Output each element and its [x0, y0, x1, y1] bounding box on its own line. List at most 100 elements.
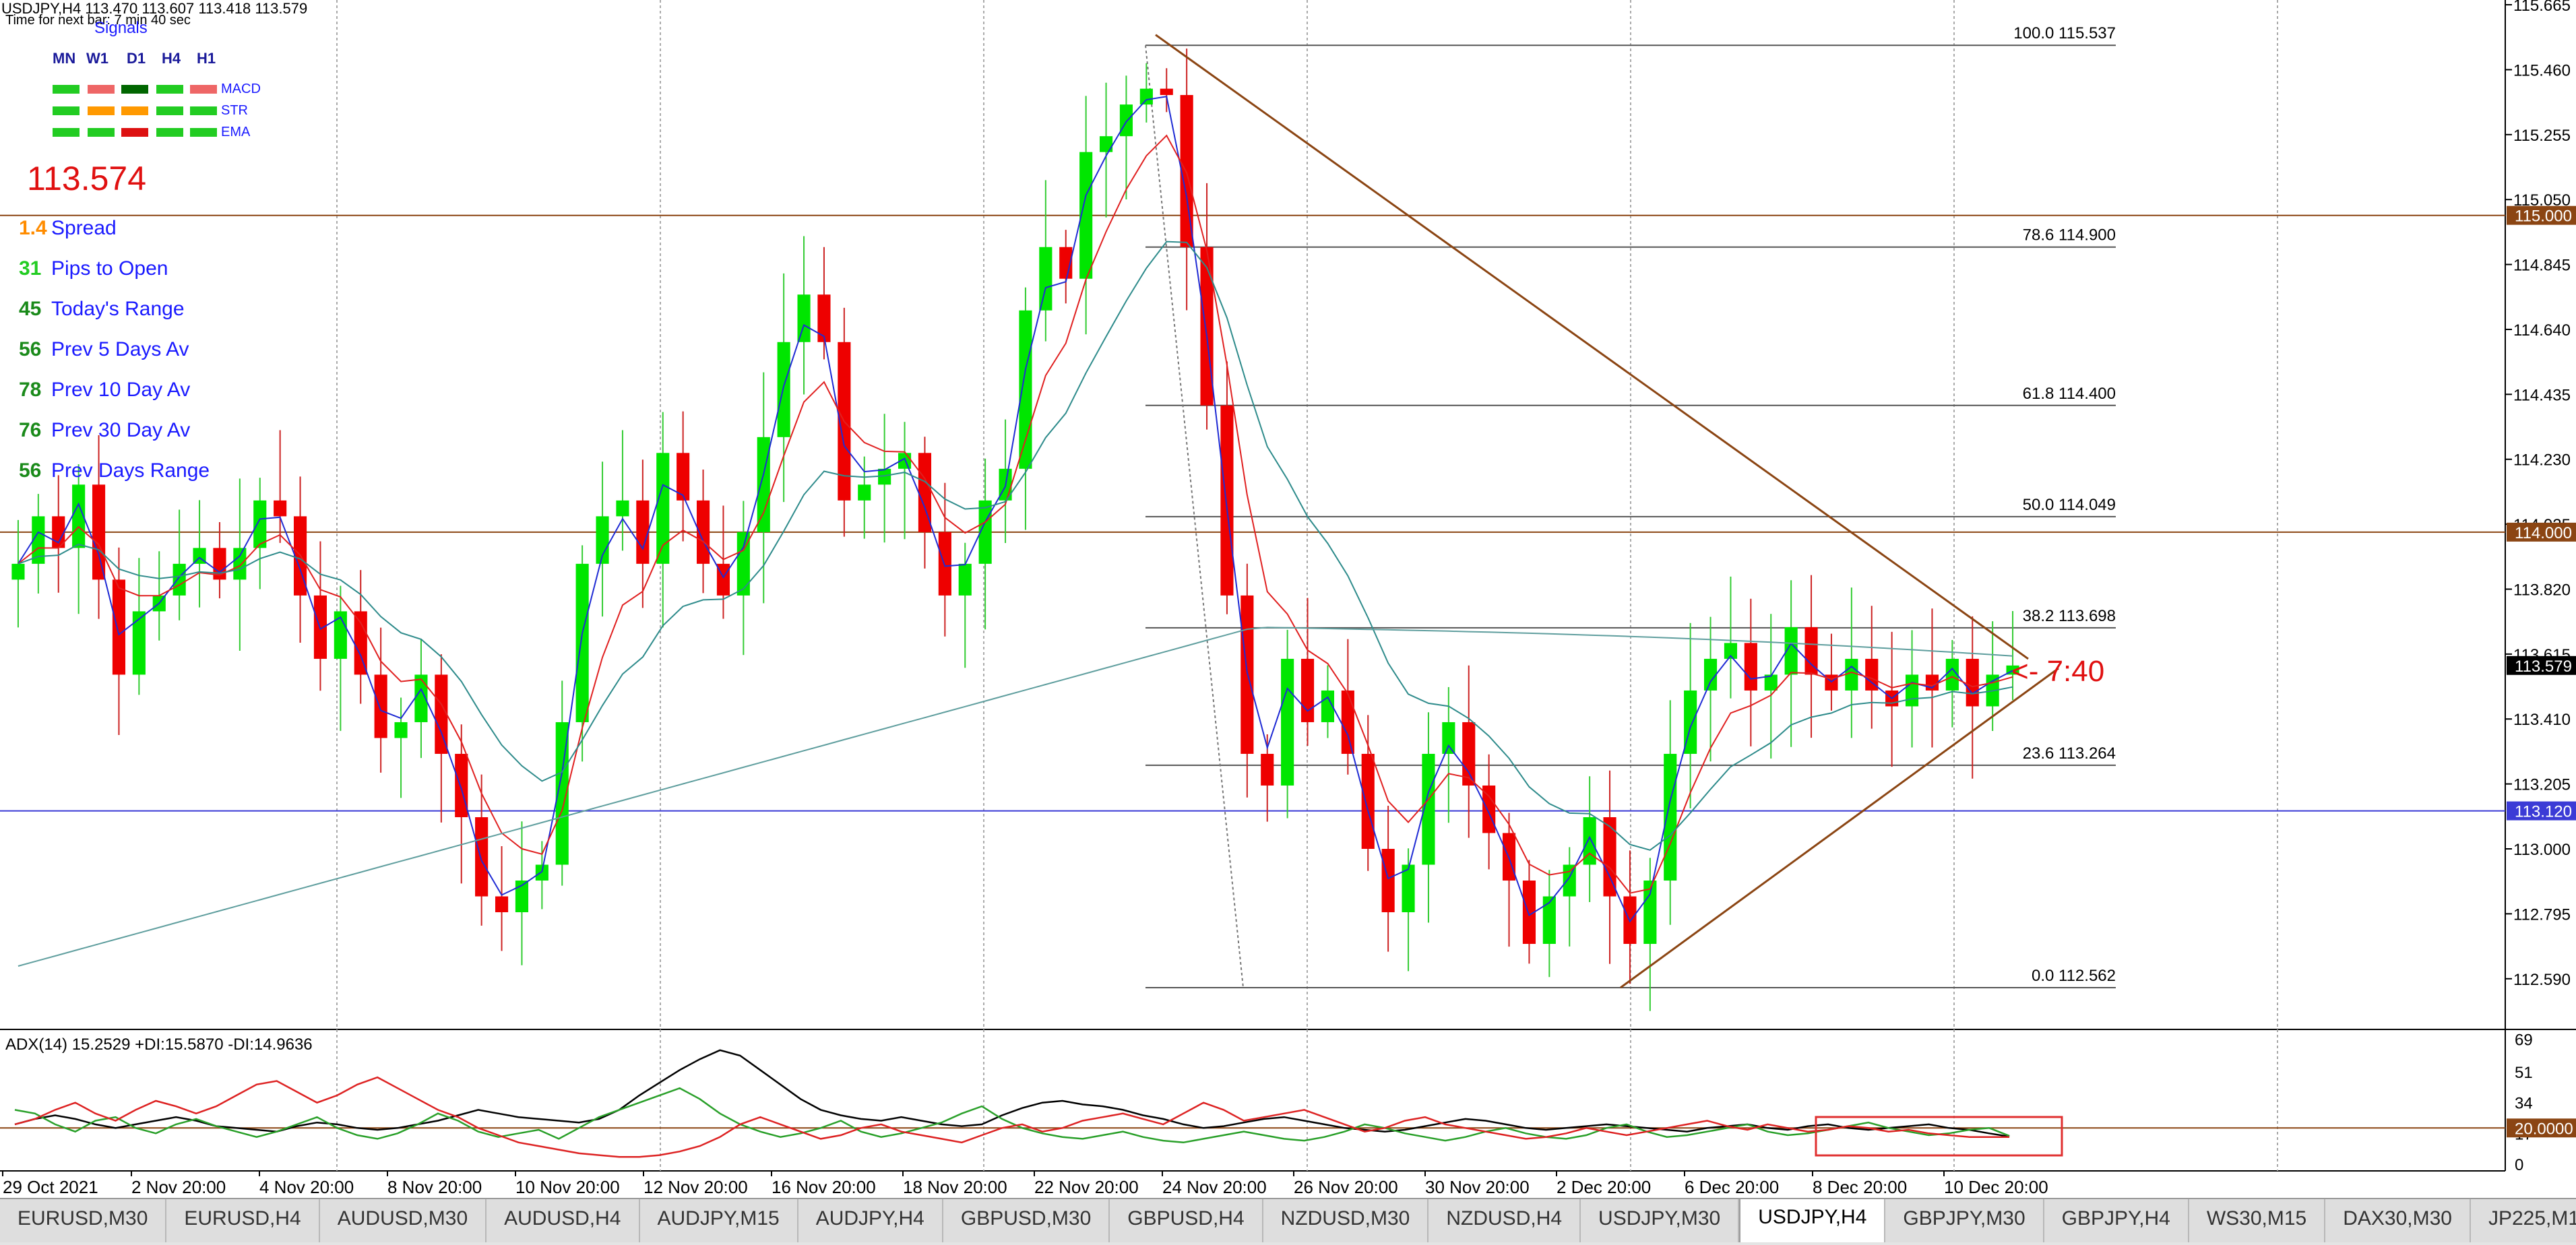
signal-indicator: [53, 106, 80, 115]
signal-row-label: EMA: [221, 125, 251, 139]
stat-row: 1.4 Spread: [19, 217, 117, 240]
bearish-candle: [52, 516, 65, 548]
bearish-candle: [495, 896, 509, 913]
signal-indicator: [53, 128, 80, 137]
bearish-candle: [354, 611, 367, 675]
bullish-candle: [32, 516, 45, 564]
stat-value: 1.4: [19, 217, 47, 239]
x-tick-label: 30 Nov 20:00: [1425, 1177, 1530, 1197]
bullish-candle: [253, 500, 267, 548]
bullish-candle: [1422, 753, 1435, 865]
fib-level-label: 61.8 114.400: [2023, 385, 2116, 403]
x-tick-label: 4 Nov 20:00: [259, 1177, 354, 1197]
chart-tab[interactable]: USDJPY,M30: [1581, 1199, 1740, 1242]
chart-tab[interactable]: NZDUSD,M30: [1263, 1199, 1429, 1242]
stat-label: Prev 10 Day Av: [51, 379, 191, 401]
signal-indicator: [156, 85, 183, 94]
chart-tab[interactable]: USDJPY,H4: [1739, 1199, 1886, 1242]
bullish-candle: [1583, 817, 1596, 865]
bullish-candle: [394, 722, 408, 738]
bar-timer: Time for next bar: 7 min 40 sec: [5, 13, 191, 28]
bearish-candle: [475, 817, 489, 897]
chart-tab[interactable]: AUDUSD,M30: [319, 1199, 487, 1242]
fib-level-label: 50.0 114.049: [2023, 496, 2116, 514]
signal-indicator: [156, 106, 183, 115]
price-level-tag: [2507, 656, 2576, 675]
y-tick-label: 113.000: [2513, 841, 2571, 859]
chart-tab[interactable]: GBPJPY,H4: [2044, 1199, 2189, 1242]
price-level-tag: [2507, 205, 2576, 225]
bearish-candle: [274, 500, 287, 517]
adx-y-tick-label: 69: [2515, 1031, 2533, 1050]
stat-label: Prev Days Range: [51, 459, 210, 482]
bearish-candle: [1804, 627, 1818, 675]
signal-indicator: [121, 85, 148, 94]
price-level-tag-label: 113.120: [2515, 803, 2572, 821]
bullish-candle: [575, 563, 589, 722]
y-tick-label: 114.230: [2513, 451, 2571, 470]
signal-indicator: [156, 128, 183, 137]
current-price: 113.574: [27, 160, 147, 197]
signal-indicator: [53, 85, 80, 94]
adx-series-line: [14, 1076, 2010, 1158]
bullish-candle: [1402, 864, 1415, 913]
bearish-candle: [938, 532, 951, 596]
signal-row-label: MACD: [221, 82, 261, 96]
chart-tab[interactable]: EURUSD,H4: [166, 1199, 320, 1242]
x-tick-label: 2 Dec 20:00: [1557, 1177, 1651, 1197]
bullish-candle: [1039, 247, 1053, 311]
chart-tab[interactable]: AUDJPY,M15: [639, 1199, 798, 1242]
bullish-candle: [172, 563, 186, 596]
bearish-candle: [1462, 722, 1476, 786]
y-tick-label: 112.590: [2513, 971, 2571, 989]
stat-value: 45: [19, 298, 42, 320]
bearish-candle: [1300, 658, 1315, 722]
bullish-candle: [414, 674, 428, 722]
chart-tab[interactable]: AUDUSD,H4: [486, 1199, 640, 1242]
fib-level-label: 23.6 113.264: [2023, 744, 2116, 763]
adx-title: ADX(14) 15.2529 +DI:15.5870 -DI:14.9636: [5, 1035, 313, 1054]
x-tick-label: 26 Nov 20:00: [1294, 1177, 1398, 1197]
bullish-candle: [1442, 722, 1455, 754]
bearish-candle: [1341, 690, 1354, 754]
bullish-candle: [736, 532, 750, 596]
chart-tab[interactable]: NZDUSD,H4: [1428, 1199, 1581, 1242]
chart-tab[interactable]: AUDJPY,H4: [798, 1199, 943, 1242]
tf-h4: H4: [162, 50, 181, 67]
stat-row: 78 Prev 10 Day Av: [19, 379, 190, 402]
signal-indicator: [88, 128, 115, 137]
bearish-candle: [1744, 643, 1757, 691]
chart-tab[interactable]: GBPUSD,M30: [943, 1199, 1110, 1242]
ema-slow-line: [18, 241, 2013, 851]
price-level-tag-label: 114.000: [2515, 524, 2572, 542]
bullish-candle: [11, 563, 25, 580]
stat-value: 76: [19, 419, 42, 441]
price-level-tag-label: 115.000: [2515, 208, 2572, 226]
signal-indicator: [88, 106, 115, 115]
bullish-candle: [797, 294, 811, 342]
x-tick-label: 24 Nov 20:00: [1162, 1177, 1267, 1197]
fib-level-label: 100.0 115.537: [2013, 24, 2116, 42]
y-tick-label: 113.820: [2513, 581, 2571, 599]
price-level-tag-label: 113.579: [2515, 658, 2572, 676]
bearish-candle: [455, 753, 468, 817]
signals-title: Signals: [94, 19, 148, 37]
chart-tab[interactable]: EURUSD,M30: [0, 1199, 167, 1242]
chart-tab[interactable]: DAX30,M30: [2325, 1199, 2471, 1242]
bearish-candle: [677, 453, 690, 501]
stat-row: 56 Prev Days Range: [19, 459, 210, 482]
bearish-candle: [213, 548, 226, 580]
fib-level-label: 78.6 114.900: [2023, 226, 2116, 245]
fib-level-label: 38.2 113.698: [2023, 607, 2116, 625]
x-tick-label: 12 Nov 20:00: [643, 1177, 748, 1197]
chart-tab[interactable]: WS30,M15: [2189, 1199, 2326, 1242]
y-tick-label: 113.205: [2513, 776, 2571, 794]
bullish-candle: [1905, 674, 1919, 707]
signal-indicator: [190, 85, 217, 94]
chart-tab[interactable]: GBPUSD,H4: [1110, 1199, 1263, 1242]
chart-tab[interactable]: GBPJPY,M30: [1885, 1199, 2044, 1242]
bullish-candle: [72, 484, 86, 548]
bullish-candle: [1664, 753, 1677, 881]
chart-tab[interactable]: JP225,M15: [2470, 1199, 2576, 1242]
